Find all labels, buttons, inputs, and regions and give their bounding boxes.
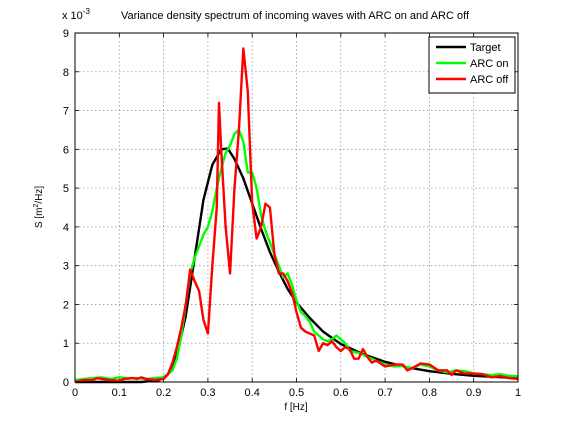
y-axis-label-superscript: 2 — [33, 204, 40, 208]
legend-label-target: Target — [470, 42, 501, 54]
y-tick-label: 4 — [63, 222, 69, 234]
x-tick-label: 0.2 — [156, 387, 171, 399]
y-tick-label: 1 — [63, 338, 69, 350]
legend-label-arc-on: ARC on — [470, 58, 509, 70]
x-tick-labels: 0 0.1 0.2 0.3 0.4 0.5 0.6 0.7 0.8 0.9 1 — [72, 387, 521, 399]
x-tick-label: 0.7 — [377, 387, 392, 399]
plot-frame — [74, 32, 519, 383]
x-tick-label: 0.3 — [200, 387, 215, 399]
x-tick-label: 0.9 — [466, 387, 481, 399]
series-line-arc-off — [74, 47, 519, 384]
legend-label-arc-off: ARC off — [470, 74, 509, 86]
y-tick-label: 7 — [63, 106, 69, 118]
x-tick-label: 0.5 — [289, 387, 304, 399]
x-tick-label: 0.1 — [112, 387, 127, 399]
y-tick-label: 5 — [63, 183, 69, 195]
y-tick-label: 3 — [63, 261, 69, 273]
y-axis-label-unit: /Hz] — [34, 186, 45, 204]
chart-title: Variance density spectrum of incoming wa… — [121, 10, 470, 22]
y-tick-label: 6 — [63, 144, 69, 156]
x-tick-label: 0.6 — [333, 387, 348, 399]
series-layer — [74, 47, 519, 384]
y-tick-label: 9 — [63, 28, 69, 40]
y-multiplier: x 10-3 — [62, 7, 90, 22]
x-axis-label: f [Hz] — [284, 402, 308, 413]
x-tick-label: 0.4 — [245, 387, 260, 399]
y-multiplier-exponent: -3 — [83, 7, 91, 16]
y-multiplier-base: x 10 — [62, 10, 83, 22]
x-tick-label: 0.8 — [422, 387, 437, 399]
series-line-arc-on — [74, 128, 519, 382]
x-tick-label: 0 — [72, 387, 78, 399]
y-tick-label: 0 — [63, 377, 69, 389]
x-tick-label: 1 — [515, 387, 521, 399]
y-axis-label: S [m2/Hz] — [33, 186, 45, 228]
y-tick-label: 2 — [63, 299, 69, 311]
legend: Target ARC on ARC off — [428, 36, 516, 94]
y-tick-label: 8 — [63, 67, 69, 79]
y-axis-label-main: S [m — [34, 208, 45, 229]
y-tick-labels: 0 1 2 3 4 5 6 7 8 9 — [63, 28, 69, 389]
